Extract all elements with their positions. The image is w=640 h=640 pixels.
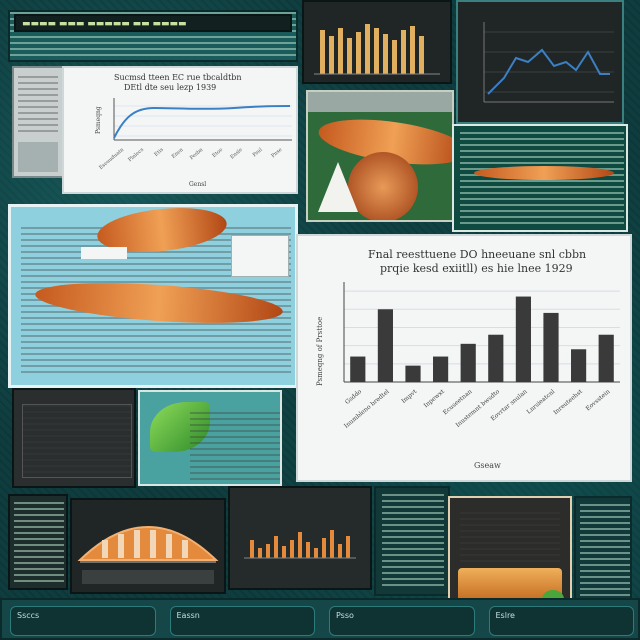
- main-chart-bar: [515, 296, 531, 382]
- top-left-tick-label: Pesbn: [189, 146, 205, 161]
- top-left-tick-labels: Eseuuduatn Plnlecs Etis Enen Pesbn Etoe Ensle P…: [98, 146, 283, 171]
- top-left-tick-label: Pnse: [270, 147, 283, 159]
- main-chart-tick-label: Impvt: [400, 388, 419, 405]
- main-chart-bar: [543, 312, 559, 382]
- top-right-line-chart: [456, 0, 624, 124]
- main-chart-bars: [350, 296, 614, 382]
- main-chart-bar: [460, 343, 476, 382]
- top-bar-chart-svg: [314, 24, 440, 75]
- bottom-orange-chart: [70, 498, 226, 594]
- top-left-tick-label: Ensle: [229, 147, 244, 161]
- ticker-item: Eslre: [488, 606, 634, 636]
- top-left-chart-ylabel: Psmeqng: [95, 106, 102, 134]
- main-chart-tick-label: Eovsstein: [585, 388, 612, 412]
- main-chart-bar: [350, 356, 366, 382]
- main-bar-chart-svg: Fnal reesttuene DO hneeuane snl cbbn prq…: [316, 248, 620, 470]
- main-chart-bar: [488, 334, 504, 382]
- bottom-right-list: [574, 496, 632, 608]
- anatomy-panel-left: [8, 204, 298, 388]
- sidebar-thumbnail: [12, 66, 64, 178]
- ticker-item: Eassn: [169, 606, 315, 636]
- main-chart-bar: [377, 309, 393, 382]
- bottom-orange-svg: [77, 526, 219, 584]
- top-left-line-chart: Sucmsd tteen EC rue tbcaldtbn DEtl dte s…: [62, 66, 298, 194]
- leaf-image: [138, 390, 282, 486]
- ticker-row: Ssccs Eassn Psso Eslre: [10, 606, 634, 636]
- ticker-item: Ssccs: [10, 606, 156, 636]
- main-chart-tick-label: Inpewxt: [423, 388, 447, 410]
- bottom-mid-list: [374, 486, 450, 596]
- main-chart-title-1: Fnal reesttuene DO hneeuane snl cbbn: [368, 248, 586, 261]
- anatomy-image-top: [306, 90, 454, 222]
- bottom-dark-bar-svg: [244, 530, 356, 559]
- top-left-tick-label: Eseuuduatn: [98, 146, 126, 171]
- top-left-chart-footer: Gensl: [189, 181, 206, 188]
- main-chart-tick-label: Gsddo: [344, 388, 363, 406]
- bottom-ticker-strip: Ssccs Eassn Psso Eslre: [0, 598, 640, 640]
- main-chart-title-2: prqie kesd exiitll) es hie lnee 1929: [380, 262, 573, 275]
- dark-thumb-left: [12, 388, 136, 488]
- top-right-line-svg: [483, 22, 614, 103]
- ticker-item: Psso: [329, 606, 475, 636]
- top-left-header-bar: ▬▬▬▬ ▬▬▬ ▬▬▬▬▬ ▬▬ ▬▬▬▬: [14, 14, 292, 32]
- top-left-line-svg: Sucmsd tteen EC rue tbcaldtbn DEtl dte s…: [95, 73, 292, 188]
- main-chart-bar: [405, 365, 421, 382]
- top-left-tick-label: Plnlecs: [127, 147, 145, 164]
- top-left-tick-label: Psul: [252, 147, 264, 159]
- bottom-dark-bar-chart: [228, 486, 372, 590]
- main-chart-ylabel: Psmeqng of Prsttoe: [316, 317, 324, 386]
- top-left-chart-title-1: Sucmsd tteen EC rue tbcaldtbn: [114, 73, 242, 82]
- top-left-tick-label: Enen: [171, 146, 185, 159]
- main-chart-bar: [571, 349, 587, 382]
- bottom-right-food-image: [448, 496, 572, 614]
- main-bar-chart: Fnal reesttuene DO hneeuane snl cbbn prq…: [296, 234, 632, 482]
- main-chart-bar: [598, 334, 614, 382]
- main-chart-bar: [433, 356, 449, 382]
- bottom-left-list: [8, 494, 68, 590]
- top-left-tick-label: Etoe: [211, 147, 224, 159]
- top-left-line-series: [113, 105, 291, 139]
- top-left-tick-label: Etis: [153, 147, 165, 158]
- top-bar-chart-thumb: [302, 0, 452, 84]
- spreadsheet-panel-right: [452, 124, 628, 232]
- top-right-line-series: [487, 48, 610, 95]
- main-chart-tick-label: Inreuteehst: [552, 388, 584, 416]
- main-chart-xlabel: Gseaw: [474, 461, 501, 470]
- top-left-chart-title-2: DEtl dte seu lezp 1939: [124, 83, 216, 92]
